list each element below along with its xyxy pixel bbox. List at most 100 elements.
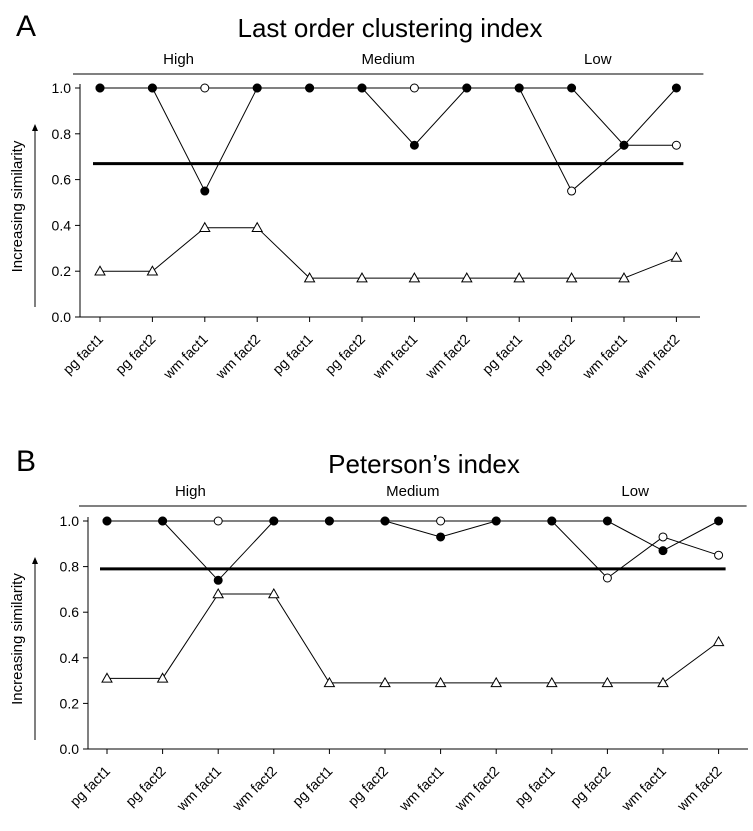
group-label: High: [163, 51, 194, 68]
y-tick-label: 0.6: [52, 172, 72, 188]
y-tick-label: 0.0: [52, 309, 72, 325]
point-filled-circle: [658, 546, 668, 556]
point-filled-circle: [95, 83, 105, 93]
x-tick-label: wm fact1: [159, 331, 211, 383]
series-line-open-circle: [107, 520, 719, 579]
point-filled-circle: [409, 140, 419, 150]
point-open-triangle: [212, 587, 225, 599]
point-open-triangle: [323, 676, 336, 688]
x-tick-label: wm fact1: [173, 763, 225, 815]
point-open-triangle: [460, 272, 473, 283]
y-tick-label: 0.8: [52, 126, 72, 142]
chart-title: Last order clustering index: [238, 13, 543, 43]
y-tick-label: 0.0: [60, 741, 80, 757]
group-label: Low: [621, 483, 649, 500]
point-open-triangle: [657, 676, 669, 688]
point-filled-circle: [567, 83, 577, 93]
point-filled-circle: [324, 516, 334, 526]
point-open-circle: [213, 516, 223, 526]
y-tick-label: 0.4: [60, 650, 80, 666]
series-line-filled-circle: [107, 520, 719, 582]
similarity-arrow-head: [32, 557, 38, 564]
x-tick-label: pg fact2: [112, 331, 159, 378]
x-tick-label: wm fact2: [421, 331, 473, 383]
x-tick-label: wm fact2: [451, 763, 503, 815]
x-tick-label: pg fact1: [289, 763, 336, 810]
point-filled-circle: [357, 83, 367, 93]
y-axis-title: Increasing similarity: [9, 573, 26, 705]
point-filled-circle: [252, 83, 262, 93]
point-filled-circle: [462, 83, 472, 93]
point-filled-circle: [380, 516, 390, 526]
point-open-triangle: [408, 272, 421, 283]
y-tick-label: 1.0: [52, 80, 72, 96]
point-filled-circle: [305, 83, 315, 93]
point-filled-circle: [671, 83, 681, 93]
point-open-triangle: [146, 265, 159, 276]
y-tick-label: 0.4: [52, 217, 72, 233]
point-open-triangle: [565, 272, 578, 283]
point-filled-circle: [602, 516, 612, 526]
x-tick-label: wm fact1: [578, 331, 630, 383]
point-filled-circle: [147, 83, 157, 93]
group-label: Low: [584, 51, 612, 68]
x-tick-label: wm fact2: [228, 763, 280, 815]
point-filled-circle: [714, 516, 724, 526]
y-tick-label: 0.6: [60, 604, 80, 620]
series-line-filled-circle: [100, 87, 677, 193]
y-tick-label: 1.0: [60, 513, 80, 529]
point-filled-circle: [213, 575, 223, 585]
point-open-circle: [567, 186, 577, 196]
point-filled-circle: [102, 516, 112, 526]
x-tick-label: pg fact1: [67, 763, 114, 810]
x-tick-label: pg fact2: [531, 331, 578, 378]
x-tick-label: pg fact2: [345, 763, 392, 810]
x-tick-label: pg fact1: [511, 763, 558, 810]
x-tick-label: wm fact1: [617, 763, 669, 815]
group-label: Medium: [386, 483, 439, 500]
point-open-triangle: [490, 676, 503, 688]
point-filled-circle: [269, 516, 279, 526]
point-open-triangle: [94, 265, 106, 276]
point-open-triangle: [101, 672, 113, 683]
y-axis-title: Increasing similarity: [9, 140, 26, 272]
similarity-arrow-head: [32, 124, 38, 131]
point-open-triangle: [513, 272, 526, 283]
x-tick-label: wm fact1: [369, 331, 421, 383]
x-tick-label: wm fact1: [395, 763, 447, 815]
x-tick-label: pg fact2: [122, 763, 169, 810]
chart-title: Peterson’s index: [328, 449, 520, 479]
point-open-triangle: [303, 272, 316, 283]
y-tick-label: 0.8: [60, 559, 80, 575]
point-open-circle: [658, 532, 668, 542]
point-filled-circle: [200, 186, 210, 196]
group-label: High: [175, 483, 206, 500]
panel-letter: A: [16, 10, 36, 43]
point-open-circle: [436, 516, 446, 526]
point-open-triangle: [712, 635, 725, 647]
point-open-triangle: [156, 672, 169, 683]
x-tick-label: pg fact1: [269, 331, 316, 378]
point-open-triangle: [198, 221, 211, 232]
series-line-open-circle: [100, 87, 677, 192]
series-line-open-triangle: [100, 227, 677, 279]
x-tick-label: pg fact2: [567, 763, 614, 810]
point-open-circle: [602, 573, 612, 583]
y-tick-label: 0.2: [60, 695, 80, 711]
point-open-circle: [409, 83, 419, 93]
x-tick-label: pg fact1: [60, 331, 107, 378]
point-open-circle: [714, 550, 724, 560]
point-filled-circle: [158, 516, 168, 526]
point-open-triangle: [379, 676, 391, 688]
group-label: Medium: [362, 51, 415, 68]
point-open-triangle: [545, 676, 558, 688]
point-open-circle: [671, 140, 681, 150]
point-open-triangle: [618, 272, 630, 283]
y-tick-label: 0.2: [52, 263, 72, 279]
point-filled-circle: [547, 516, 557, 526]
x-tick-label: pg fact1: [479, 331, 526, 378]
series-line-open-triangle: [107, 593, 719, 684]
point-open-triangle: [601, 676, 614, 688]
point-open-triangle: [434, 676, 447, 688]
